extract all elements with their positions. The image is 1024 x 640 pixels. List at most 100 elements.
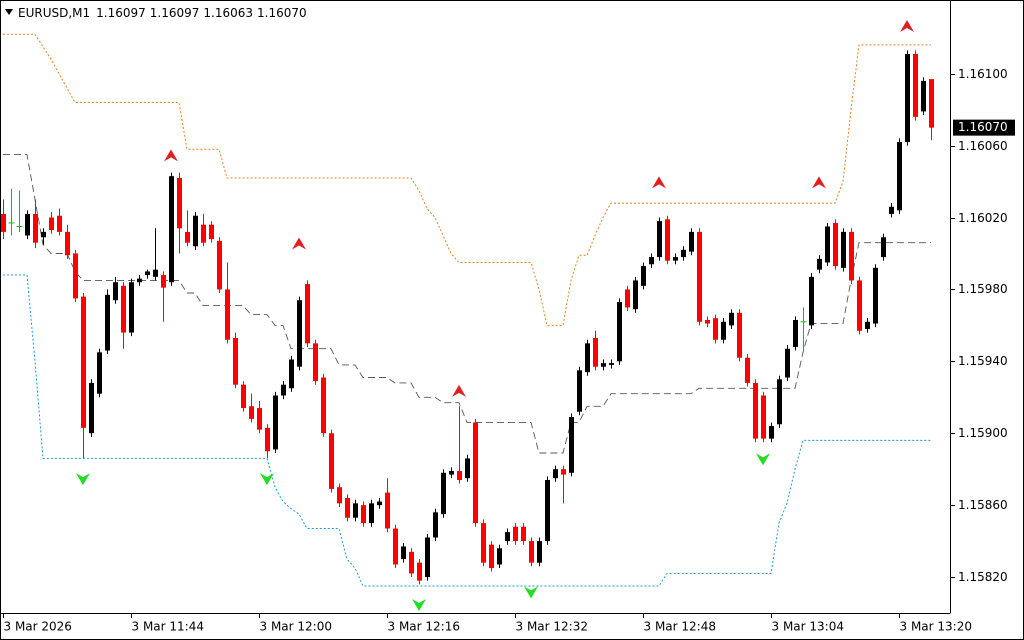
candle-body [633,280,638,310]
indicator-line [3,33,931,326]
candle-body [425,537,430,578]
candle-body [201,224,206,243]
candle-body [329,433,334,489]
down-arrow [756,453,770,466]
open-label: 1.16097 [96,6,146,20]
candle-body [473,422,478,524]
candle-body [457,470,462,480]
x-tick-label: 3 Mar 12:32 [516,620,589,634]
candle-body [617,302,622,362]
candle-body [97,352,102,394]
candle-body [737,312,742,358]
candle-body [505,532,510,542]
indicator-line [3,154,931,454]
candle-body [81,296,86,428]
candle-body [169,176,174,283]
header: EURUSD,M1 1.16097 1.16097 1.16063 1.16070 [18,6,307,20]
candle-body [881,237,886,258]
y-tick-label: 1.15940 [958,354,1008,368]
candle-body [305,284,310,344]
candle-body [161,275,166,288]
candle-body [361,505,366,524]
up-arrow [652,176,666,189]
down-arrow [412,599,426,612]
x-tick-label: 3 Mar 2026 [4,620,72,634]
up-arrow [292,237,306,250]
current-price-box [953,119,1015,136]
candle-body [721,321,726,340]
candle-body [657,221,662,258]
x-tick-label: 3 Mar 13:20 [900,620,973,634]
candle-body [793,319,798,347]
x-tick-label: 3 Mar 13:04 [772,620,845,634]
candle-body [929,79,934,128]
candle-body [481,523,486,563]
candle-body [825,226,830,263]
candle-body [873,267,878,324]
x-tick-label: 3 Mar 11:44 [132,620,205,634]
candle-body [889,206,894,214]
candle-body [273,395,278,450]
candle-body [809,276,814,326]
candle-body [185,231,190,243]
menu-triangle[interactable] [5,9,13,15]
candle-body [449,470,454,475]
candle-body [625,289,630,308]
candle-body [409,551,414,574]
candle-body [641,266,646,286]
candle-body [177,177,182,229]
candle-body [401,546,406,560]
candle-body [777,379,782,425]
up-arrow [900,19,914,32]
candle-body [545,479,550,542]
candle-body [25,213,30,236]
candle-body [649,257,654,265]
low-label: 1.16063 [203,6,253,20]
candle-body [137,278,142,283]
candle-body [297,300,302,367]
candle-body [913,53,918,117]
candle-body [145,271,150,276]
candle-body [521,526,526,542]
candle-body [697,231,702,322]
candle-body [49,217,54,231]
candle-body [433,512,438,538]
candle-body [681,249,686,258]
candle-body [817,258,822,270]
candle-body [833,222,838,267]
candle-body [609,363,614,365]
candle-body [761,395,766,439]
candle-body [689,231,694,252]
candle-body [193,215,198,247]
candle-body [905,53,910,143]
candle-body [353,503,358,518]
candle-body [33,213,38,243]
candle-body [121,285,126,333]
symbol: EURUSD,M1 [18,6,90,20]
candle-body [313,343,318,382]
candle-body [729,312,734,326]
candle-body [393,528,398,565]
candle-body [577,370,582,412]
candle-body [289,359,294,389]
candle-body [585,343,590,373]
x-tick-label: 3 Mar 12:16 [388,620,461,634]
x-tick-label: 3 Mar 12:48 [644,620,717,634]
y-tick-label: 1.15900 [958,426,1008,440]
candle-body [513,526,518,542]
candle-body [65,231,70,256]
candle-body [673,257,678,261]
candle-body [89,382,94,434]
candle-body [769,426,774,439]
y-tick-label: 1.16020 [958,211,1008,225]
candle-body [417,562,422,581]
candle-body [753,382,758,439]
candle-body [321,377,326,434]
candle-body [217,240,222,290]
candle-body [865,321,870,329]
plot [1,19,934,612]
high-label: 1.16097 [150,6,200,20]
candle-body [489,544,494,569]
